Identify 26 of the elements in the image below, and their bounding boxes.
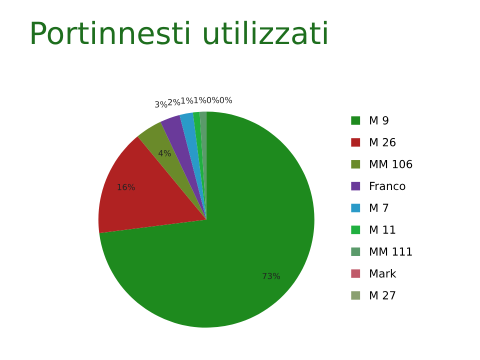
pie-slice <box>180 112 206 220</box>
legend-label: M 9 <box>370 116 388 125</box>
legend-label: MM 106 <box>370 160 412 168</box>
pie-slice <box>192 112 206 220</box>
pie-slice <box>99 112 314 328</box>
data-label: 73% <box>262 272 280 280</box>
data-label: 16% <box>118 184 135 190</box>
data-label: 1% <box>194 96 206 104</box>
pie-slice <box>98 136 206 234</box>
chart-title: Portinnesti utilizzati <box>32 20 327 44</box>
legend-label: M 11 <box>370 226 396 234</box>
legend-label: Franco <box>370 182 406 190</box>
legend-label: M 27 <box>370 291 396 300</box>
legend-label: M 7 <box>370 204 388 212</box>
legend-label: MM 111 <box>370 247 412 256</box>
data-label: 2% <box>168 99 180 106</box>
pie-slice <box>200 112 206 220</box>
legend-label: Mark <box>370 269 396 278</box>
data-label: 3% <box>155 101 168 108</box>
pie-slice <box>160 114 206 220</box>
pie-slice <box>138 122 206 220</box>
text: 0% <box>220 96 232 104</box>
text: 0% <box>206 96 220 104</box>
data-label: 4% <box>158 150 171 156</box>
data-label: 1% <box>181 97 194 104</box>
legend-label: M 26 <box>370 138 396 146</box>
